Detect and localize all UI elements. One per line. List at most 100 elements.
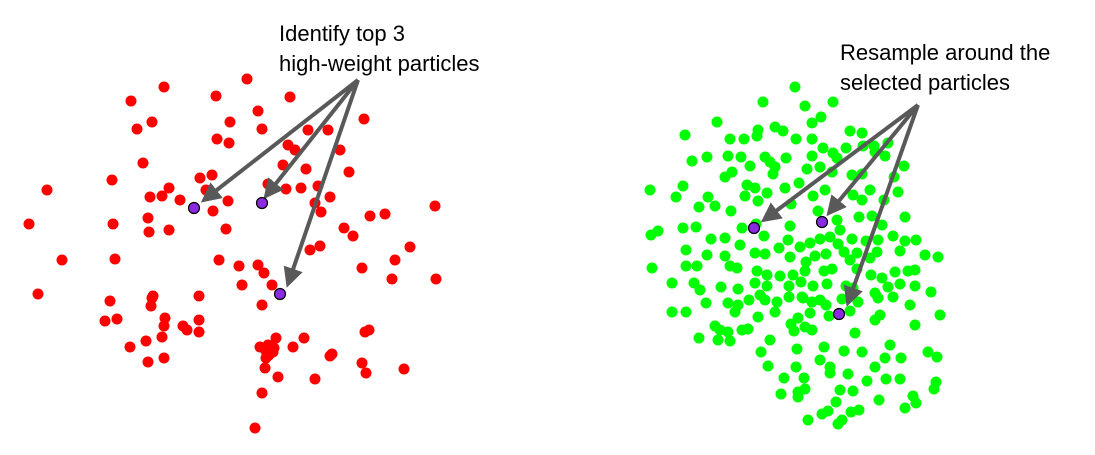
green-particle-188 xyxy=(861,375,873,387)
red-particle-1 xyxy=(125,95,137,107)
green-particle-200 xyxy=(830,396,842,408)
green-particle-131 xyxy=(795,276,807,288)
red-particle-75 xyxy=(270,332,282,344)
green-particle-102 xyxy=(838,246,850,258)
green-particle-1 xyxy=(789,81,801,93)
red-particle-9 xyxy=(256,123,268,135)
red-particle-33 xyxy=(429,200,441,212)
red-particle-30 xyxy=(295,182,307,194)
red-particle-108 xyxy=(194,172,206,184)
green-particle-95 xyxy=(719,250,731,262)
green-particle-173 xyxy=(818,341,830,353)
green-particle-172 xyxy=(791,343,803,355)
red-particle-51 xyxy=(213,254,225,266)
green-particle-220 xyxy=(864,252,876,264)
red-particle-63 xyxy=(147,290,159,302)
green-particle-103 xyxy=(851,247,863,259)
green-particle-53 xyxy=(741,179,753,191)
red-particle-97 xyxy=(256,387,268,399)
green-particle-206 xyxy=(802,414,814,426)
green-particle-178 xyxy=(922,346,934,358)
red-particle-76 xyxy=(298,332,310,344)
right-selected-particle-2 xyxy=(815,215,829,229)
red-particle-58 xyxy=(236,279,248,291)
red-particle-38 xyxy=(143,226,155,238)
green-particle-78 xyxy=(736,222,748,234)
green-particle-26 xyxy=(701,151,713,163)
green-particle-43 xyxy=(779,182,791,194)
green-particle-93 xyxy=(680,244,692,256)
green-particle-167 xyxy=(722,326,734,338)
red-particle-24 xyxy=(156,190,168,202)
red-particle-54 xyxy=(258,267,270,279)
green-particle-237 xyxy=(849,327,861,339)
green-particle-180 xyxy=(762,360,774,372)
green-particle-15 xyxy=(738,133,750,145)
green-particle-153 xyxy=(887,291,899,303)
green-particle-176 xyxy=(879,352,891,364)
red-particle-52 xyxy=(233,260,245,272)
green-particle-67 xyxy=(812,205,824,217)
green-particle-4 xyxy=(827,96,839,108)
green-particle-186 xyxy=(824,367,836,379)
green-particle-81 xyxy=(782,234,794,246)
green-particle-107 xyxy=(646,262,658,274)
red-particle-78 xyxy=(363,324,375,336)
left-selected-particle-1 xyxy=(187,201,201,215)
green-particle-198 xyxy=(775,388,787,400)
green-particle-235 xyxy=(814,354,826,366)
green-particle-128 xyxy=(749,277,761,289)
green-particle-18 xyxy=(806,133,818,145)
green-particle-226 xyxy=(754,289,766,301)
green-particle-14 xyxy=(724,133,736,145)
green-particle-225 xyxy=(874,309,886,321)
green-particle-36 xyxy=(879,150,891,162)
red-particle-106 xyxy=(334,144,346,156)
green-particle-21 xyxy=(840,142,852,154)
red-particle-27 xyxy=(222,195,234,207)
red-particle-69 xyxy=(111,313,123,325)
left-arrow-2 xyxy=(263,78,360,200)
green-particle-82 xyxy=(794,241,806,253)
red-particle-53 xyxy=(252,259,264,271)
red-particle-10 xyxy=(211,133,223,145)
green-particle-126 xyxy=(715,281,727,293)
green-particle-150 xyxy=(836,293,848,305)
green-particle-156 xyxy=(729,306,741,318)
green-particle-60 xyxy=(892,186,904,198)
red-particle-36 xyxy=(142,212,154,224)
green-particle-100 xyxy=(809,250,821,262)
red-particle-56 xyxy=(386,273,398,285)
red-particle-74 xyxy=(193,326,205,338)
red-particle-96 xyxy=(398,363,410,375)
right-selected-particle-3 xyxy=(832,307,846,321)
red-particle-17 xyxy=(277,159,289,171)
red-particle-94 xyxy=(309,373,321,385)
green-particle-11 xyxy=(844,125,856,137)
green-particle-215 xyxy=(788,325,800,337)
green-particle-216 xyxy=(806,324,818,336)
green-particle-133 xyxy=(821,278,833,290)
green-particle-42 xyxy=(767,168,779,180)
green-particle-56 xyxy=(819,184,831,196)
green-particle-40 xyxy=(726,166,738,178)
green-particle-219 xyxy=(904,299,916,311)
green-particle-65 xyxy=(752,195,764,207)
red-particle-18 xyxy=(206,169,218,181)
red-particle-72 xyxy=(193,314,205,326)
red-particle-11 xyxy=(223,137,235,149)
green-particle-177 xyxy=(895,352,907,364)
left-particle-cloud xyxy=(23,73,442,434)
red-particle-34 xyxy=(23,218,35,230)
red-particle-107 xyxy=(259,362,271,374)
green-particle-62 xyxy=(709,200,721,212)
green-particle-106 xyxy=(919,249,931,261)
green-particle-190 xyxy=(894,373,906,385)
red-particle-102 xyxy=(224,116,236,128)
red-particle-66 xyxy=(256,299,268,311)
green-particle-77 xyxy=(719,232,731,244)
green-particle-230 xyxy=(909,264,921,276)
red-particle-80 xyxy=(140,335,152,347)
green-particle-71 xyxy=(899,211,911,223)
right-selected-particle-1 xyxy=(747,221,761,235)
